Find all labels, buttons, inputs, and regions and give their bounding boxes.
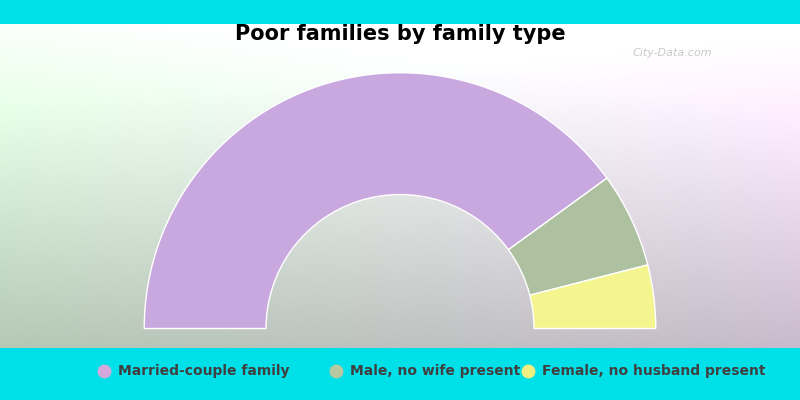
Text: Married-couple family: Married-couple family <box>118 364 290 378</box>
Text: Male, no wife present: Male, no wife present <box>350 364 521 378</box>
Wedge shape <box>508 178 648 295</box>
Text: Female, no husband present: Female, no husband present <box>542 364 766 378</box>
Text: City-Data.com: City-Data.com <box>632 48 712 58</box>
Text: Poor families by family type: Poor families by family type <box>234 24 566 44</box>
Wedge shape <box>144 73 607 328</box>
Wedge shape <box>530 265 656 328</box>
